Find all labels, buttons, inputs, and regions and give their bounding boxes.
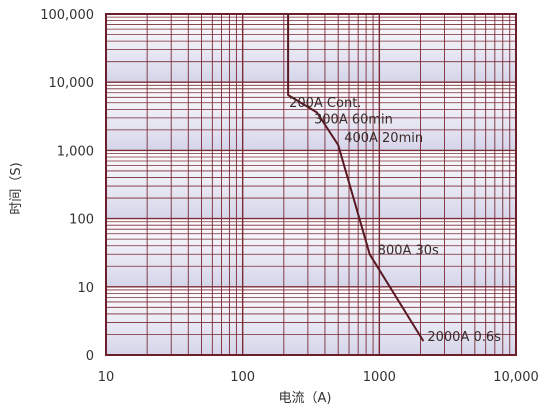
curve-annotation: 400A 20min — [344, 131, 423, 146]
x-tick-label: 10 — [98, 370, 115, 385]
y-tick-label: 10 — [77, 281, 94, 296]
curve-annotation: 200A Cont. — [289, 96, 361, 111]
decade-band — [106, 218, 516, 287]
x-tick-label: 100 — [230, 370, 255, 385]
x-tick-labels: 10 100 1000 10,000 — [98, 370, 539, 385]
y-tick-label: 1,000 — [57, 144, 94, 159]
plot-background-bands — [106, 14, 516, 355]
curve-annotation: 300A 60min — [314, 112, 393, 127]
curve-layer — [287, 14, 425, 342]
y-tick-label: 100,000 — [40, 8, 94, 23]
grid-lines — [106, 14, 516, 355]
x-tick-label: 1000 — [363, 370, 396, 385]
decade-band — [106, 150, 516, 219]
y-tick-label: 100 — [69, 213, 94, 228]
y-axis-title: 时间（S) — [9, 162, 24, 214]
y-tick-labels: 0 10 100 1,000 10,000 100,000 — [40, 8, 94, 364]
plot-frame — [105, 13, 517, 356]
annotation-layer: 200A Cont.300A 60min 400A 20min 800A 30s 20… — [289, 96, 501, 345]
y-tick-label: 10,000 — [49, 76, 95, 91]
x-axis-title: 电流（A) — [279, 391, 332, 406]
curve-annotation: 800A 30s — [378, 243, 439, 258]
curve-annotation: 2000A 0.6s — [427, 330, 501, 345]
decade-band — [106, 286, 516, 355]
y-tick-label: 0 — [86, 349, 94, 364]
decade-band — [106, 14, 516, 83]
decade-band — [106, 82, 516, 151]
x-tick-label: 10,000 — [493, 370, 539, 385]
time-current-curve — [287, 14, 425, 342]
